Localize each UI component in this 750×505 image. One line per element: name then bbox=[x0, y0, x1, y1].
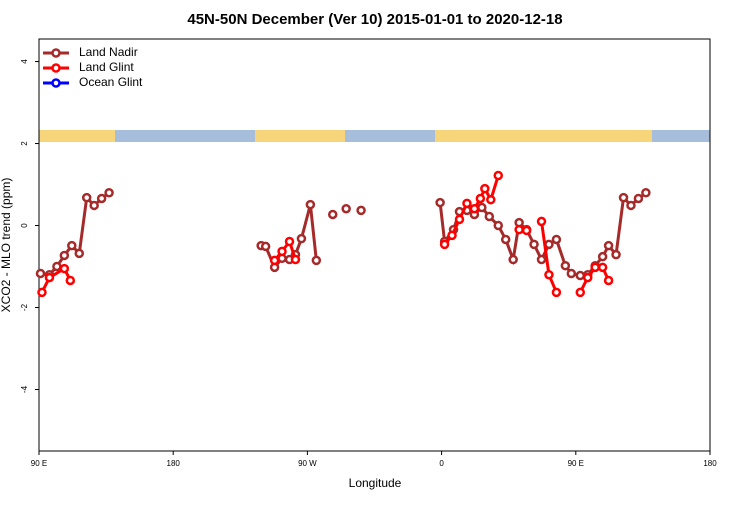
point bbox=[597, 251, 608, 262]
y-tick-label: -2 bbox=[20, 303, 29, 311]
point bbox=[484, 211, 495, 222]
chart-title: 45N-50N December (Ver 10) 2015-01-01 to … bbox=[187, 11, 562, 28]
y-tick-label: 0 bbox=[20, 223, 29, 228]
point bbox=[305, 199, 316, 210]
y-tick-label: 4 bbox=[20, 59, 29, 64]
point bbox=[475, 193, 486, 204]
point bbox=[35, 268, 46, 279]
point bbox=[439, 239, 450, 250]
point bbox=[37, 287, 47, 298]
x-tick-label: 180 bbox=[703, 459, 717, 468]
point bbox=[590, 262, 600, 273]
point bbox=[341, 203, 351, 214]
x-tick-label: 180 bbox=[167, 459, 181, 468]
point bbox=[435, 197, 445, 208]
point bbox=[52, 261, 62, 272]
point bbox=[65, 275, 76, 286]
x-tick-label: 90 E bbox=[568, 459, 584, 468]
y-axis-label: XCO2 - MLO trend (ppm) bbox=[0, 178, 13, 313]
point bbox=[311, 255, 322, 266]
x-tick-label: 90 E bbox=[31, 459, 47, 468]
point bbox=[575, 287, 586, 298]
point bbox=[536, 254, 547, 265]
x-tick-label: 0 bbox=[439, 459, 444, 468]
point bbox=[454, 214, 465, 225]
point bbox=[529, 239, 539, 250]
point bbox=[480, 183, 490, 194]
point bbox=[603, 240, 614, 251]
point bbox=[551, 287, 562, 298]
point bbox=[327, 209, 338, 220]
point bbox=[277, 246, 287, 257]
point bbox=[284, 236, 295, 247]
point bbox=[508, 254, 518, 265]
point bbox=[462, 198, 472, 209]
point bbox=[500, 234, 511, 245]
y-tick-label: -4 bbox=[20, 385, 29, 393]
point bbox=[486, 194, 496, 205]
point bbox=[296, 233, 307, 244]
map-strip bbox=[39, 130, 710, 142]
point bbox=[269, 255, 280, 266]
point bbox=[67, 240, 77, 251]
point bbox=[59, 250, 70, 261]
point bbox=[104, 187, 114, 198]
point bbox=[44, 272, 55, 283]
point bbox=[260, 241, 271, 252]
point bbox=[493, 220, 504, 231]
point bbox=[356, 205, 366, 216]
point bbox=[81, 192, 92, 203]
point bbox=[469, 203, 480, 214]
legend-label: Land Glint bbox=[79, 60, 134, 74]
point bbox=[477, 202, 487, 213]
point bbox=[59, 263, 70, 274]
legend-marker bbox=[51, 63, 61, 73]
point bbox=[603, 275, 614, 286]
point bbox=[582, 272, 593, 283]
point bbox=[575, 270, 586, 281]
point bbox=[618, 192, 629, 203]
legend-label: Land Nadir bbox=[79, 45, 138, 59]
point bbox=[551, 234, 562, 245]
point bbox=[536, 216, 547, 227]
x-tick-label: 90 W bbox=[298, 459, 317, 468]
point bbox=[447, 230, 457, 241]
point bbox=[493, 170, 504, 181]
legend-label: Ocean Glint bbox=[79, 75, 143, 89]
point bbox=[560, 260, 571, 271]
point bbox=[89, 200, 99, 211]
point bbox=[544, 269, 554, 280]
legend-marker bbox=[51, 48, 61, 58]
point bbox=[74, 248, 85, 259]
point bbox=[521, 225, 532, 236]
point bbox=[641, 187, 651, 198]
point bbox=[611, 249, 621, 260]
point bbox=[633, 193, 644, 204]
point bbox=[597, 262, 608, 273]
point bbox=[626, 200, 636, 211]
point bbox=[514, 224, 524, 235]
point bbox=[96, 193, 107, 204]
x-axis-label: Longitude bbox=[349, 476, 402, 490]
y-tick-label: 2 bbox=[20, 141, 29, 146]
legend-marker bbox=[51, 78, 61, 88]
point bbox=[566, 268, 577, 279]
plot-frame bbox=[38, 38, 711, 452]
point bbox=[290, 254, 301, 265]
